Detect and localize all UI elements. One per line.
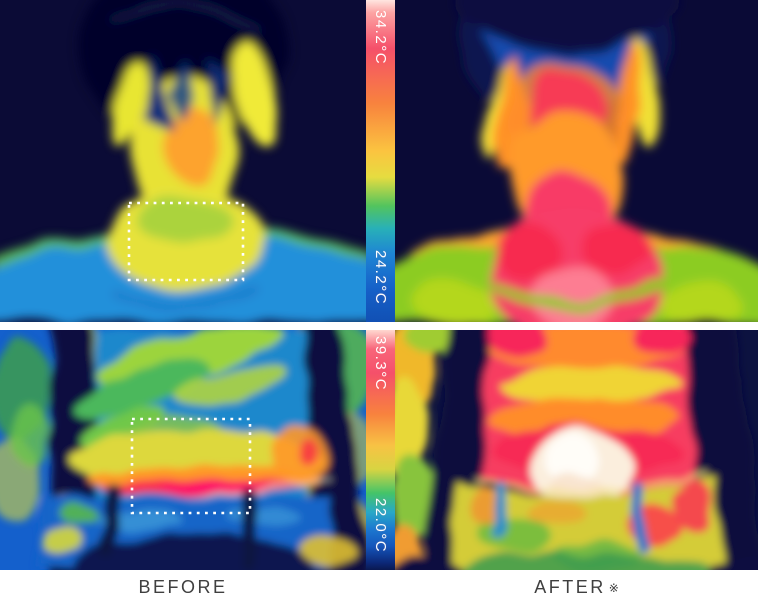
temperature-colorbar-waist — [366, 330, 395, 570]
thermal-image-after-neck — [395, 0, 758, 322]
thermal-panel-after-neck — [395, 0, 758, 322]
roi-box-neck — [127, 201, 245, 282]
roi-box-waist — [130, 417, 252, 515]
thermal-panel-before-waist — [0, 330, 366, 570]
thermal-image-before-waist — [0, 330, 366, 570]
temp-label-waist-max: 39.3°C — [372, 336, 389, 392]
after-label: AFTER — [534, 577, 606, 597]
temp-label-waist-min: 22.0°C — [372, 498, 389, 554]
thermal-panel-before-neck — [0, 0, 366, 322]
before-label: BEFORE — [138, 577, 228, 597]
temp-label-neck-min: 24.2°C — [372, 250, 389, 306]
temperature-colorbar-neck — [366, 0, 395, 322]
thermal-image-after-waist — [395, 330, 758, 570]
thermal-panel-after-waist — [395, 330, 758, 570]
after-note-reference-mark: ※ — [608, 580, 619, 595]
caption-after-container: AFTER ※ — [395, 570, 758, 605]
thermal-image-before-neck — [0, 0, 366, 322]
caption-before-container: BEFORE — [0, 570, 366, 605]
temp-label-neck-max: 34.2°C — [372, 10, 389, 66]
